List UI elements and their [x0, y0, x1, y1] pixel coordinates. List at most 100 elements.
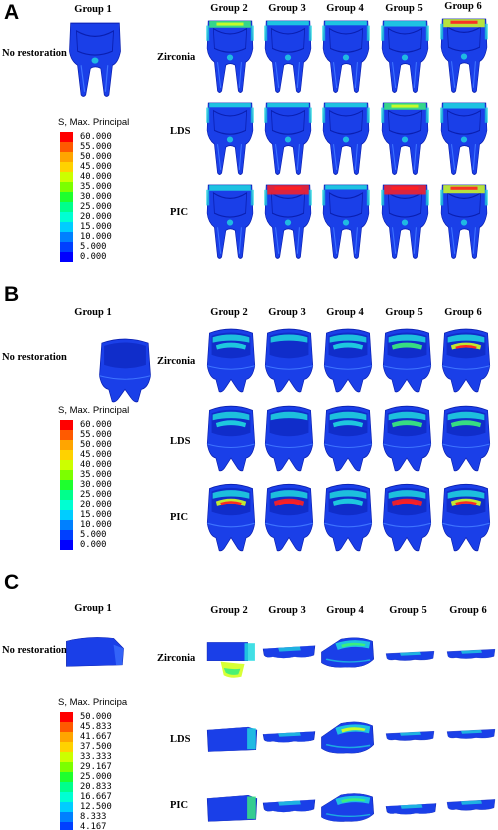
legend-swatch: [60, 480, 73, 490]
legend-swatch: [60, 202, 73, 212]
legend-entry: 5.000: [60, 530, 106, 540]
legend-swatch: [60, 470, 73, 480]
model-graphic: [446, 799, 496, 811]
legend-value: 20.000: [80, 500, 112, 510]
column-header-group-4: Group 4: [326, 307, 364, 318]
legend-swatch: [60, 460, 73, 470]
model-graphic: [440, 102, 488, 175]
row-label-zirconia: Zirconia: [157, 356, 196, 367]
model-graphic: [323, 328, 373, 393]
legend-entry: 45.000: [60, 162, 112, 172]
legend-entry: 55.000: [60, 430, 112, 440]
model-graphic: [66, 637, 124, 667]
tooth-model-pic-group-6: [438, 182, 490, 260]
legend-swatch: [60, 232, 73, 242]
legend-value: 8.333: [80, 812, 107, 822]
legend-value: 5.000: [80, 530, 107, 540]
legend-swatch: [60, 162, 73, 172]
column-header-group-2: Group 2: [210, 3, 248, 14]
column-header-group-5: Group 5: [389, 605, 427, 616]
legend-swatch: [60, 712, 73, 722]
legend-swatch: [60, 510, 73, 520]
legend-swatch: [60, 490, 73, 500]
legend-title: S, Max. Principal: [58, 117, 130, 128]
model-graphic: [381, 184, 429, 259]
panel-c: C Group 1 Group 2 Group 3 Group 4 Group …: [0, 568, 498, 830]
legend-swatch: [60, 732, 73, 742]
legend-value: 45.000: [80, 450, 112, 460]
legend-value: 0.000: [80, 540, 107, 550]
model-graphic: [262, 645, 316, 659]
tooth-model-no-restoration: [66, 20, 124, 98]
column-header-group-4: Group 4: [326, 3, 364, 14]
legend-entry: 10.000: [60, 520, 112, 530]
legend-entry: 16.667: [60, 792, 112, 802]
legend-value: 60.000: [80, 420, 112, 430]
legend-entry: 30.000: [60, 480, 112, 490]
legend-entry: 60.000: [60, 420, 112, 430]
panel-b: B Group 1 Group 2 Group 3 Group 4 Group …: [0, 280, 498, 560]
legend-entry: 45.833: [60, 722, 112, 732]
model-graphic: [206, 642, 255, 678]
tooth-model-lds-group-6: [439, 402, 493, 472]
fragment-model-no-restoration: [64, 634, 126, 670]
legend-entry: 45.000: [60, 450, 112, 460]
fragment-model-pic-group-2: [205, 792, 259, 824]
row-label-pic: PIC: [170, 512, 189, 523]
tooth-model-pic-group-2: [204, 480, 258, 552]
tooth-model-zirconia-group-5: [379, 18, 431, 94]
tooth-model-pic-group-5: [380, 480, 434, 552]
fragment-model-pic-group-3: [262, 798, 316, 814]
legend-value: 45.000: [80, 162, 112, 172]
panel-a: A Group 1 Group 2 Group 3 Group 4 Group …: [0, 0, 498, 270]
tooth-model-lds-group-4: [321, 402, 375, 472]
legend-entry: 55.000: [60, 142, 112, 152]
legend-entry: 8.333: [60, 812, 106, 822]
row-label-zirconia: Zirconia: [157, 653, 196, 664]
tooth-model-pic-group-4: [321, 480, 375, 552]
fragment-model-lds-group-3: [262, 730, 316, 744]
model-graphic: [206, 405, 256, 472]
legend-value: 50.000: [80, 712, 112, 722]
legend-entry: 25.000: [60, 202, 112, 212]
legend-value: 30.000: [80, 480, 112, 490]
tooth-model-lds-group-6: [438, 100, 490, 176]
legend-swatch: [60, 132, 73, 142]
legend-entry: 35.000: [60, 182, 112, 192]
legend-value: 30.000: [80, 192, 112, 202]
model-graphic: [441, 405, 491, 472]
model-graphic: [446, 729, 496, 739]
model-graphic: [322, 184, 370, 259]
legend-swatch: [60, 520, 73, 530]
panel-letter: B: [4, 283, 20, 306]
tooth-model-zirconia-group-3: [262, 325, 316, 393]
legend-entry: 25.000: [60, 490, 112, 500]
model-graphic: [323, 405, 373, 472]
model-graphic: [440, 18, 488, 93]
model-graphic: [262, 799, 316, 813]
row-label-lds: LDS: [170, 436, 191, 447]
tooth-model-pic-group-3: [262, 480, 316, 552]
legend-value: 55.000: [80, 142, 112, 152]
fragment-model-lds-group-5: [385, 730, 435, 742]
model-graphic: [206, 20, 254, 93]
legend-value: 25.000: [80, 772, 112, 782]
legend-value: 16.667: [80, 792, 112, 802]
legend-value: 25.000: [80, 490, 112, 500]
legend-swatch: [60, 822, 73, 830]
legend-entry: 50.000: [60, 152, 112, 162]
fragment-model-zirconia-group-2: [205, 640, 257, 680]
tooth-model-zirconia-group-6: [438, 16, 490, 94]
model-graphic: [323, 483, 373, 552]
legend-entry: 40.000: [60, 172, 112, 182]
column-header-group-6: Group 6: [449, 605, 487, 616]
legend-entry: 41.667: [60, 732, 112, 742]
tooth-model-zirconia-group-6: [439, 325, 493, 393]
legend-swatch: [60, 540, 73, 550]
legend-value: 25.000: [80, 202, 112, 212]
model-graphic: [206, 483, 256, 552]
legend-entry: 12.500: [60, 802, 112, 812]
model-graphic: [382, 483, 432, 552]
legend-value: 29.167: [80, 762, 112, 772]
tooth-model-zirconia-group-5: [380, 325, 434, 393]
